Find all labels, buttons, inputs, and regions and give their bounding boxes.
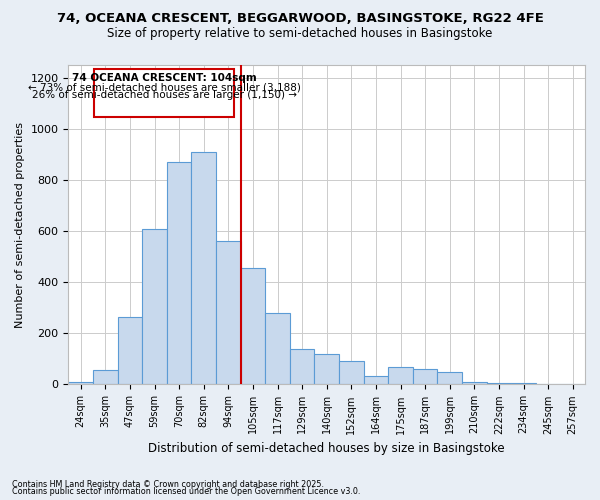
Bar bbox=[216, 242, 241, 384]
Text: 74 OCEANA CRESCENT: 104sqm: 74 OCEANA CRESCENT: 104sqm bbox=[72, 74, 257, 84]
Bar bbox=[265, 313, 290, 384]
Bar bbox=[290, 348, 314, 384]
Bar bbox=[314, 354, 339, 384]
Bar bbox=[142, 228, 167, 384]
Bar bbox=[437, 372, 462, 384]
Text: 26% of semi-detached houses are larger (1,150) →: 26% of semi-detached houses are larger (… bbox=[32, 90, 297, 100]
Bar bbox=[167, 162, 191, 384]
Bar bbox=[118, 316, 142, 384]
Bar bbox=[388, 366, 413, 384]
X-axis label: Distribution of semi-detached houses by size in Basingstoke: Distribution of semi-detached houses by … bbox=[148, 442, 505, 455]
Text: Size of property relative to semi-detached houses in Basingstoke: Size of property relative to semi-detach… bbox=[107, 28, 493, 40]
Text: Contains public sector information licensed under the Open Government Licence v3: Contains public sector information licen… bbox=[12, 487, 361, 496]
Bar bbox=[241, 268, 265, 384]
Bar bbox=[487, 383, 511, 384]
Bar bbox=[68, 382, 93, 384]
Bar bbox=[511, 383, 536, 384]
Bar bbox=[94, 69, 235, 117]
Text: ← 73% of semi-detached houses are smaller (3,188): ← 73% of semi-detached houses are smalle… bbox=[28, 82, 301, 92]
Bar bbox=[93, 370, 118, 384]
Bar bbox=[413, 369, 437, 384]
Bar bbox=[339, 362, 364, 384]
Bar bbox=[191, 152, 216, 384]
Y-axis label: Number of semi-detached properties: Number of semi-detached properties bbox=[15, 122, 25, 328]
Text: 74, OCEANA CRESCENT, BEGGARWOOD, BASINGSTOKE, RG22 4FE: 74, OCEANA CRESCENT, BEGGARWOOD, BASINGS… bbox=[56, 12, 544, 26]
Text: Contains HM Land Registry data © Crown copyright and database right 2025.: Contains HM Land Registry data © Crown c… bbox=[12, 480, 324, 489]
Bar bbox=[462, 382, 487, 384]
Bar bbox=[364, 376, 388, 384]
